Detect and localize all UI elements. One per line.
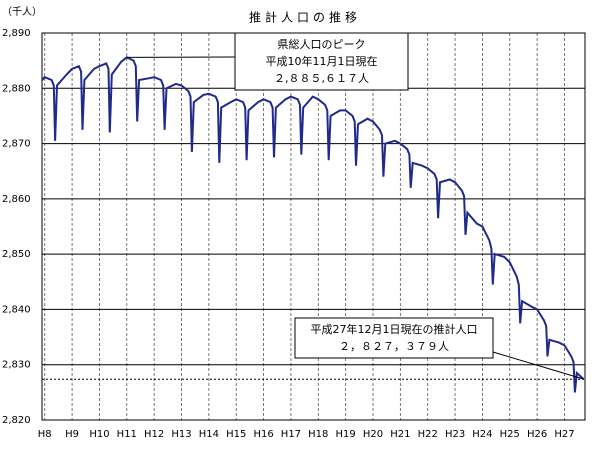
x-tick-label: H21 [390, 429, 410, 440]
x-tick-label: H13 [171, 429, 191, 440]
x-tick-label: H22 [418, 429, 438, 440]
x-tick-label: H12 [144, 429, 164, 440]
x-tick-label: H15 [226, 429, 246, 440]
leader-line [492, 351, 584, 380]
y-tick-label: 2,850 [2, 249, 31, 260]
y-tick-label: 2,830 [2, 360, 31, 371]
x-tick-label: H10 [89, 429, 109, 440]
x-tick-label: H26 [527, 429, 547, 440]
annotation-text: ２，８２７，３７９人 [339, 340, 449, 353]
y-tick-label: 2,820 [2, 415, 31, 426]
y-tick-label: 2,880 [2, 83, 31, 94]
x-tick-label: H17 [281, 429, 301, 440]
annotation-text: ２,８８５,６１７人 [274, 72, 369, 85]
annotation-text: 平成27年12月1日現在の推計人口 [311, 322, 478, 336]
x-tick-label: H19 [336, 429, 356, 440]
y-tick-label: 2,890 [2, 28, 31, 39]
x-tick-label: H20 [363, 429, 383, 440]
x-tick-label: H9 [65, 429, 79, 440]
x-tick-label: H27 [554, 429, 574, 440]
y-tick-label: 2,840 [2, 304, 31, 315]
data-line [41, 56, 585, 393]
annotation-text: 県総人口のピーク [278, 37, 366, 51]
y-unit: （千人） [2, 6, 42, 18]
x-tick-label: H24 [472, 429, 492, 440]
x-tick-label: H25 [500, 429, 520, 440]
x-tick-label: H18 [308, 429, 328, 440]
chart-title: 推計人口の推移 [249, 10, 361, 25]
x-tick-label: H14 [199, 429, 219, 440]
x-tick-label: H11 [117, 429, 137, 440]
y-tick-label: 2,860 [2, 194, 31, 205]
x-tick-label: H23 [445, 429, 465, 440]
y-tick-label: 2,870 [2, 139, 31, 150]
annotation-box [234, 32, 409, 91]
x-tick-label: H16 [253, 429, 273, 440]
x-tick-label: H8 [38, 429, 52, 440]
annotation-text: 平成10年11月1日現在 [266, 54, 378, 68]
annotation-box [294, 317, 494, 359]
